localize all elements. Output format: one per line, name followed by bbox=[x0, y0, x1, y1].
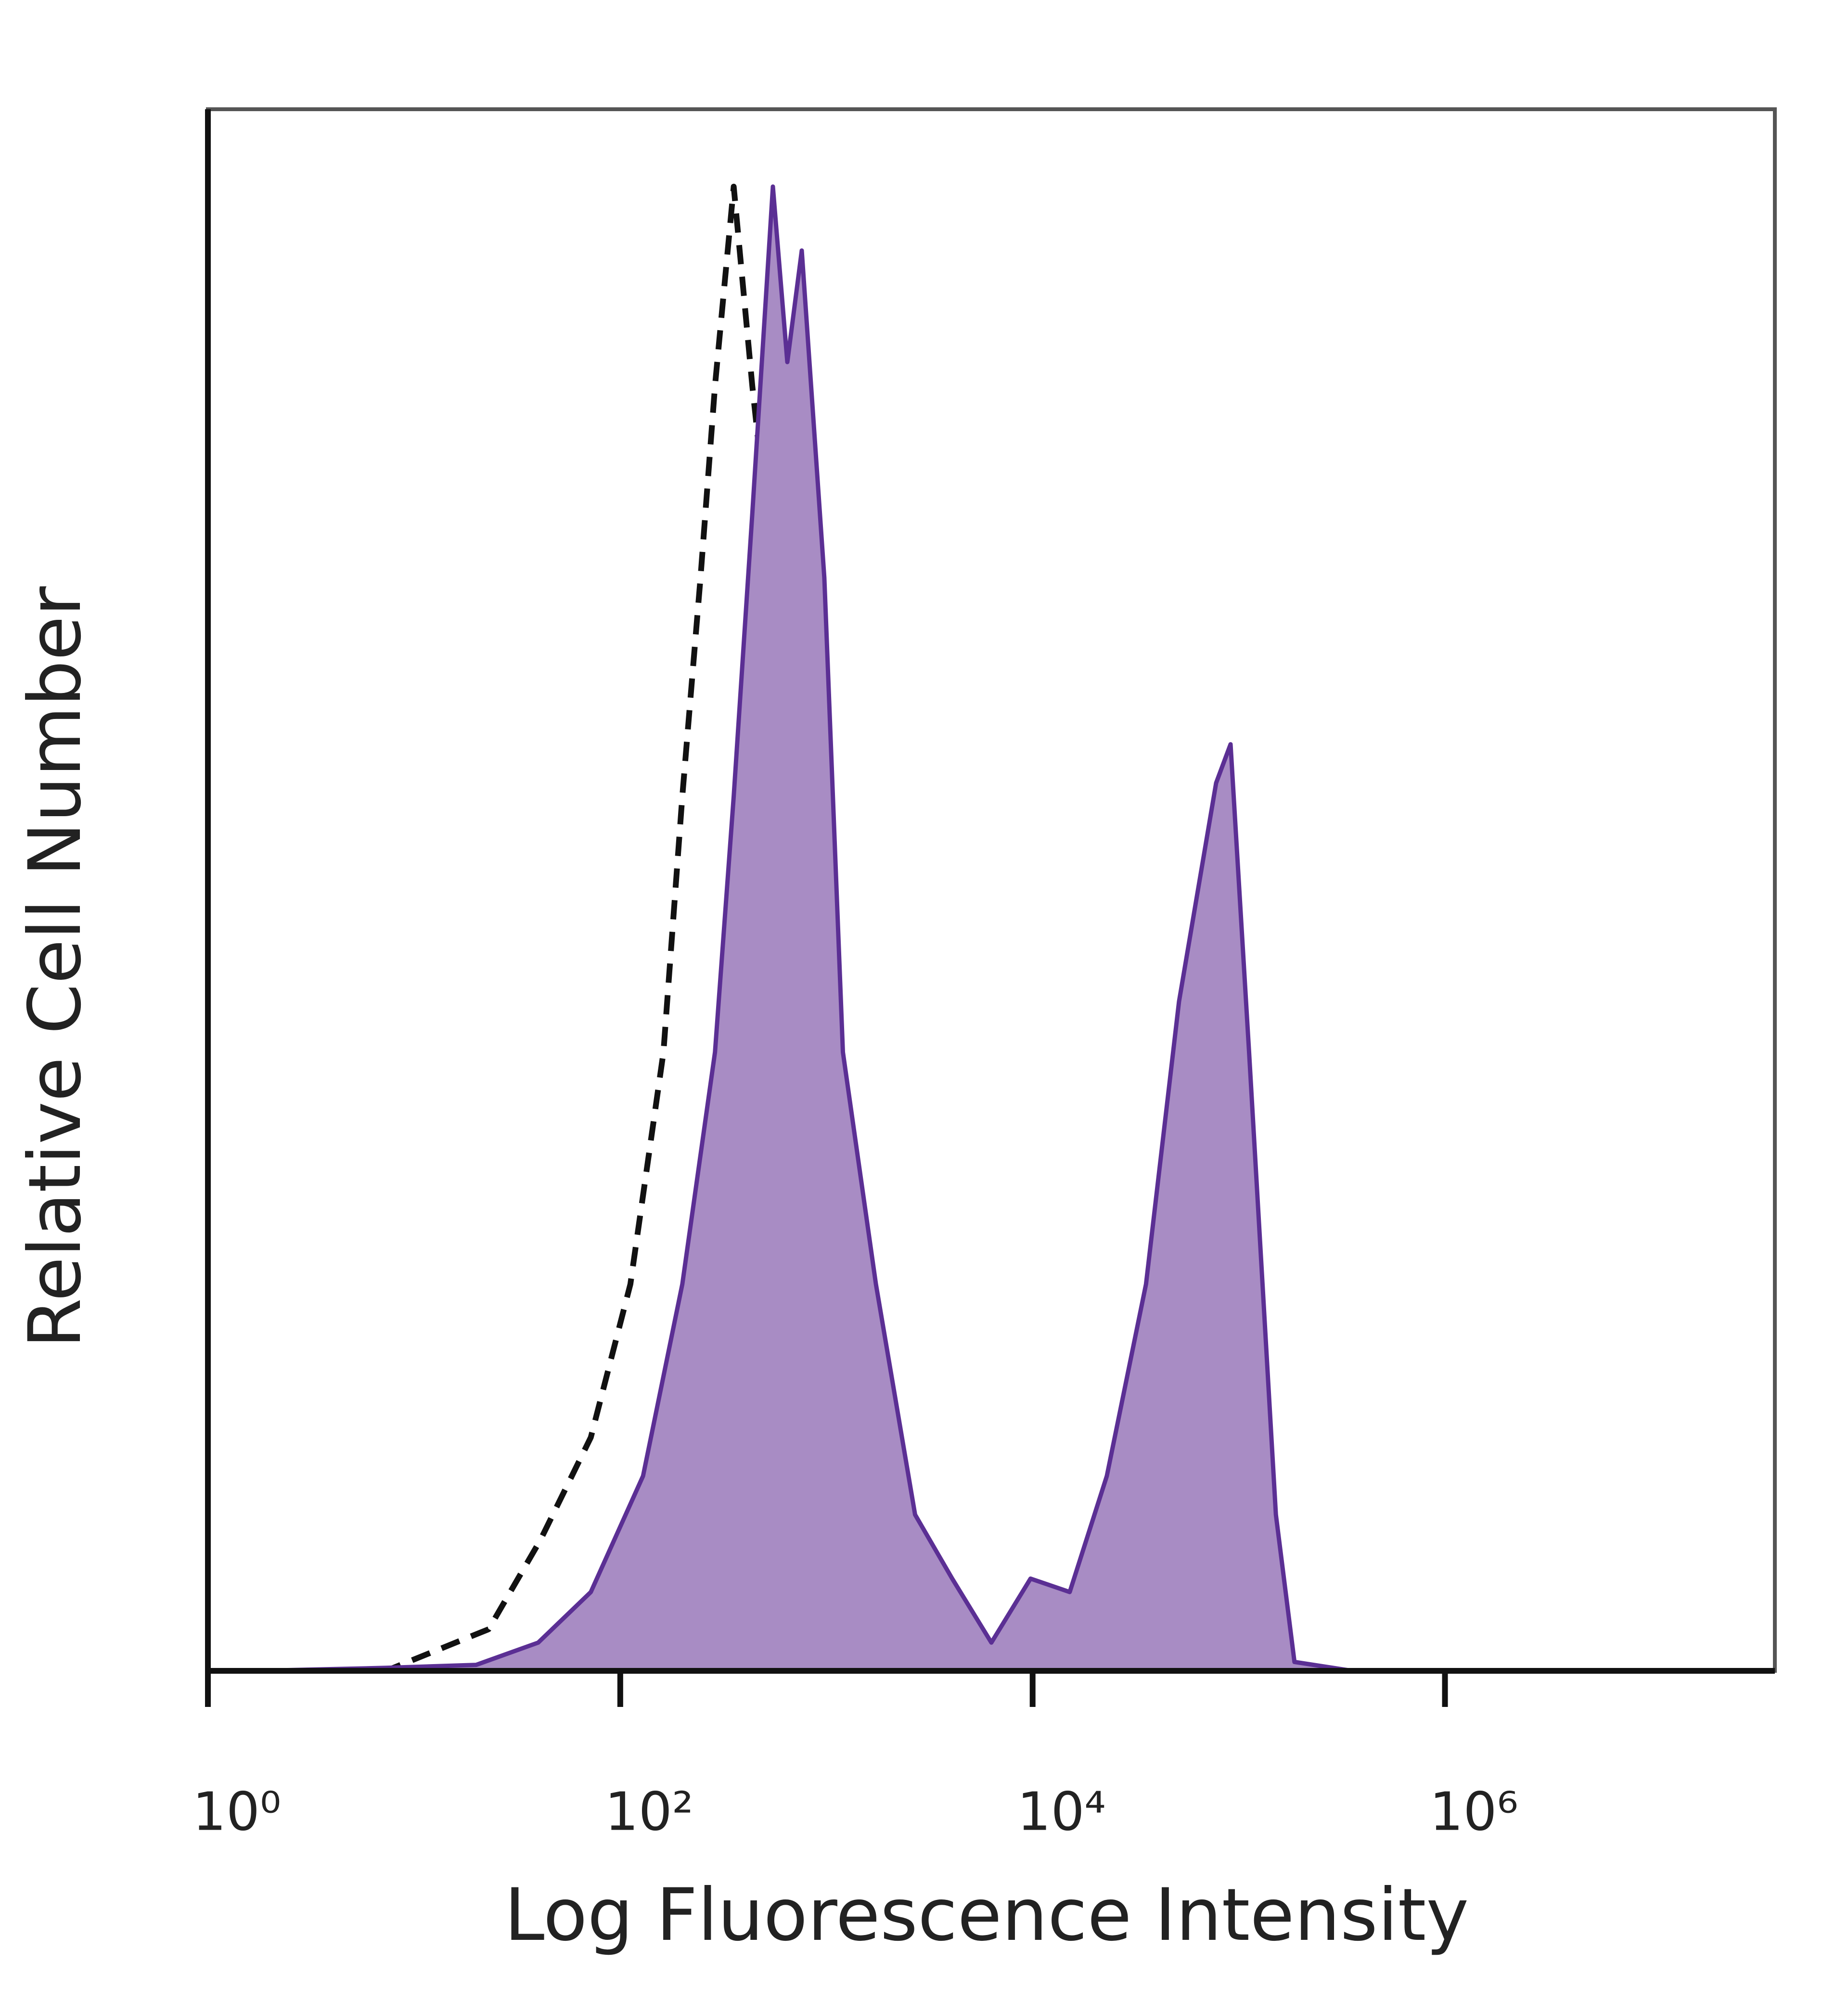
x-tick-label: 10⁰ bbox=[192, 1781, 281, 1842]
x-tick-label: 10⁴ bbox=[1017, 1781, 1106, 1842]
x-tick-label: 10⁶ bbox=[1429, 1781, 1518, 1842]
filled-histogram bbox=[255, 184, 1775, 1673]
x-tick-label: 10² bbox=[605, 1781, 693, 1842]
y-axis-label: Relative Cell Number bbox=[13, 586, 97, 1348]
x-axis-label: Log Fluorescence Intensity bbox=[504, 1873, 1469, 1957]
